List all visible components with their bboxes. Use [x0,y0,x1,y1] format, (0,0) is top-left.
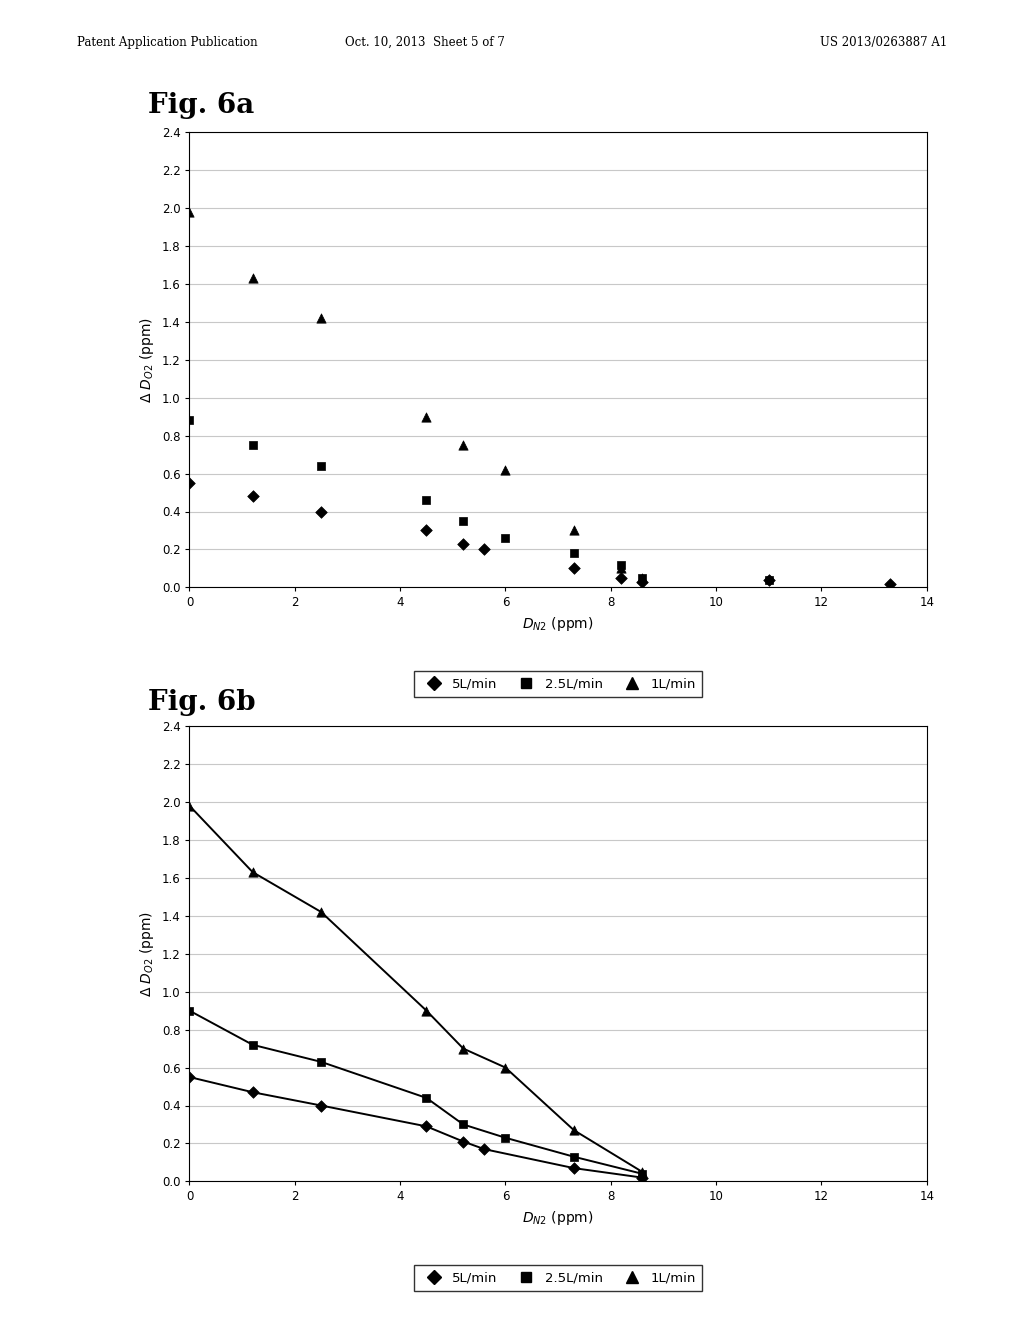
Point [455,1131,471,1152]
Point [634,572,650,593]
Point [181,795,198,816]
Point [313,1051,330,1072]
Point [761,569,777,590]
Point [455,533,471,554]
Point [313,308,330,329]
Point [634,1163,650,1184]
Point [245,1081,261,1102]
X-axis label: $D_{N2}$ (ppm): $D_{N2}$ (ppm) [522,1209,594,1228]
Point [565,1158,582,1179]
Point [476,539,493,560]
Point [455,434,471,455]
Point [498,459,514,480]
Point [181,1001,198,1022]
Point [761,569,777,590]
Point [565,1146,582,1167]
Point [498,1127,514,1148]
Point [565,558,582,579]
Point [313,455,330,477]
Point [245,434,261,455]
Point [181,409,198,430]
Point [565,543,582,564]
Text: US 2013/0263887 A1: US 2013/0263887 A1 [820,36,947,49]
Point [418,1001,434,1022]
Point [613,568,630,589]
Point [313,500,330,521]
Point [455,1114,471,1135]
Y-axis label: $\Delta$ $D_{O2}$ (ppm): $\Delta$ $D_{O2}$ (ppm) [138,911,156,997]
Point [634,1162,650,1183]
Point [455,1038,471,1059]
Point [498,528,514,549]
Text: Oct. 10, 2013  Sheet 5 of 7: Oct. 10, 2013 Sheet 5 of 7 [345,36,505,49]
Point [634,1167,650,1188]
Point [565,1119,582,1140]
Point [565,520,582,541]
Point [245,862,261,883]
Point [313,902,330,923]
Text: Patent Application Publication: Patent Application Publication [77,36,257,49]
Point [181,473,198,494]
Point [418,520,434,541]
Point [181,1067,198,1088]
Point [882,573,898,594]
Legend: 5L/min, 2.5L/min, 1L/min: 5L/min, 2.5L/min, 1L/min [414,671,702,697]
Point [613,558,630,579]
Point [418,1115,434,1137]
Point [476,1139,493,1160]
Point [634,568,650,589]
Point [613,554,630,576]
Point [498,1057,514,1078]
Legend: 5L/min, 2.5L/min, 1L/min: 5L/min, 2.5L/min, 1L/min [414,1265,702,1291]
Point [634,568,650,589]
Point [418,1088,434,1109]
Text: Fig. 6b: Fig. 6b [148,689,256,715]
Point [245,268,261,289]
Text: Fig. 6a: Fig. 6a [148,92,255,119]
Y-axis label: $\Delta$ $D_{O2}$ (ppm): $\Delta$ $D_{O2}$ (ppm) [138,317,156,403]
Point [245,1035,261,1056]
Point [455,511,471,532]
Point [181,201,198,222]
Point [313,1096,330,1117]
Point [245,486,261,507]
X-axis label: $D_{N2}$ (ppm): $D_{N2}$ (ppm) [522,615,594,634]
Point [418,490,434,511]
Point [418,407,434,428]
